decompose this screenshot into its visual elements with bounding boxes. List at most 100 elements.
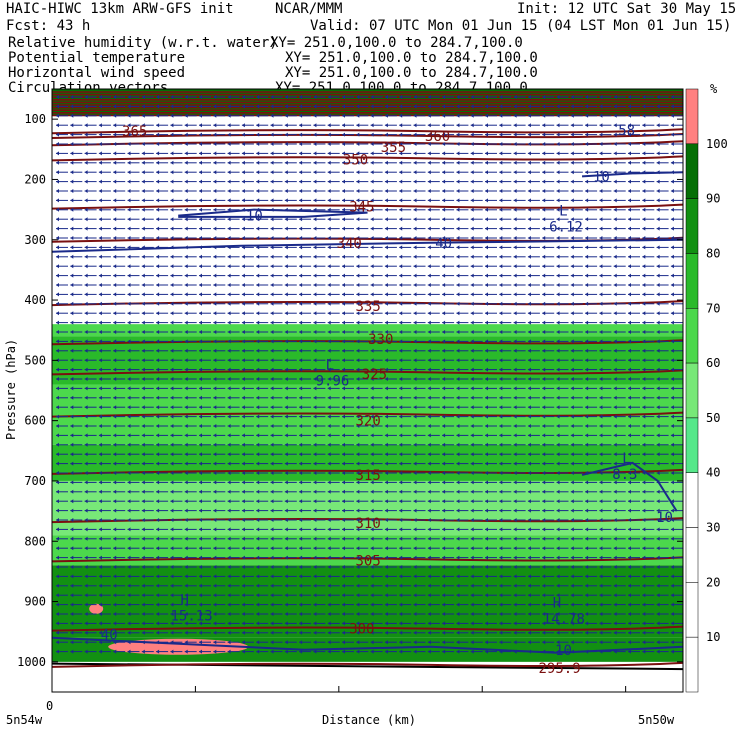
rh-band: [52, 444, 683, 481]
wind-vector: [342, 630, 354, 635]
wind-vector: [413, 311, 426, 316]
wind-vector: [413, 245, 426, 250]
wind-vector: [184, 593, 197, 598]
wind-vector: [513, 189, 526, 193]
wind-vector: [113, 555, 126, 560]
wind-speed-label: 58: [618, 123, 635, 139]
wind-vector: [156, 471, 169, 475]
wind-vector: [327, 348, 340, 353]
wind-vector: [284, 292, 297, 297]
wind-vector: [442, 602, 455, 607]
wind-vector: [113, 301, 126, 306]
wind-vector: [499, 189, 512, 193]
wind-vector: [513, 518, 526, 522]
wind-vector: [570, 621, 583, 626]
wind-vector: [127, 367, 140, 372]
wind-vector: [113, 142, 126, 146]
wind-vector: [227, 377, 240, 381]
wind-vector: [642, 104, 655, 109]
wind-vector: [513, 489, 526, 494]
wind-vector: [299, 386, 312, 391]
wind-vector: [156, 508, 169, 513]
wind-speed-contour: [581, 171, 684, 178]
wind-vector: [413, 320, 426, 325]
wind-vector: [213, 367, 226, 372]
wind-vector: [499, 95, 512, 99]
wind-vector: [184, 217, 197, 222]
wind-vector: [98, 527, 111, 532]
wind-vector: [599, 245, 612, 250]
wind-vector: [427, 546, 440, 551]
wind-vector: [141, 320, 154, 325]
wind-vector: [628, 649, 640, 654]
wind-vector: [213, 640, 226, 645]
wind-vector: [599, 254, 612, 259]
wind-vector: [470, 104, 483, 109]
wind-vector: [456, 527, 469, 532]
wind-vector: [299, 160, 312, 165]
wind-vector: [227, 160, 240, 165]
wind-vector: [670, 207, 683, 212]
wind-vector: [670, 151, 683, 156]
wind-vector: [485, 264, 497, 269]
wind-vector: [227, 649, 240, 654]
wind-vector: [170, 236, 183, 240]
wind-vector: [670, 461, 683, 466]
wind-vector: [113, 311, 126, 316]
wind-vector: [413, 377, 426, 381]
wind-vector: [327, 612, 340, 616]
wind-vector: [456, 649, 469, 654]
wind-vector: [456, 565, 469, 569]
wind-vector: [384, 207, 397, 212]
wind-vector: [327, 536, 340, 541]
y-tick-label: 800: [24, 534, 46, 548]
wind-vector: [342, 386, 354, 391]
wind-vector: [127, 405, 140, 410]
wind-vector: [499, 499, 512, 504]
wind-vector: [513, 339, 526, 344]
wind-vector: [84, 377, 97, 381]
wind-vector: [70, 555, 83, 560]
wind-vector: [70, 123, 83, 128]
wind-vector: [241, 104, 254, 109]
wind-vector: [141, 207, 154, 212]
wind-vector: [56, 518, 68, 522]
wind-vector: [470, 386, 483, 391]
wind-vector: [642, 348, 655, 353]
wind-vector: [141, 179, 154, 184]
wind-vector: [170, 424, 183, 428]
wind-vector: [84, 386, 97, 391]
wind-vector: [599, 640, 612, 645]
wind-vector: [470, 348, 483, 353]
wind-vector: [270, 348, 283, 353]
wind-vector: [227, 217, 240, 222]
wind-vector: [513, 245, 526, 250]
wind-vector: [542, 320, 555, 325]
wind-vector: [184, 123, 197, 128]
wind-vector: [384, 179, 397, 184]
wind-vector: [127, 330, 140, 334]
wind-vector: [113, 461, 126, 466]
wind-vector: [370, 358, 383, 363]
wind-vector: [227, 536, 240, 541]
wind-vector: [342, 151, 354, 156]
wind-vector: [213, 583, 226, 588]
wind-vector: [499, 555, 512, 560]
wind-vector: [656, 395, 669, 400]
wind-vector: [470, 254, 483, 259]
wind-vector: [399, 649, 412, 654]
wind-vector: [84, 283, 97, 287]
wind-vector: [628, 292, 640, 297]
wind-vector: [384, 499, 397, 504]
wind-vector: [556, 536, 569, 541]
theta-label: 320: [356, 414, 381, 430]
wind-vector: [170, 593, 183, 598]
wind-vector: [270, 330, 283, 334]
wind-vector: [170, 527, 183, 532]
wind-vector: [384, 536, 397, 541]
wind-vector: [342, 207, 354, 212]
wind-vector: [442, 348, 455, 353]
wind-vector: [184, 452, 197, 457]
extremum-letter: L: [622, 451, 630, 467]
rh-band: [52, 116, 683, 325]
